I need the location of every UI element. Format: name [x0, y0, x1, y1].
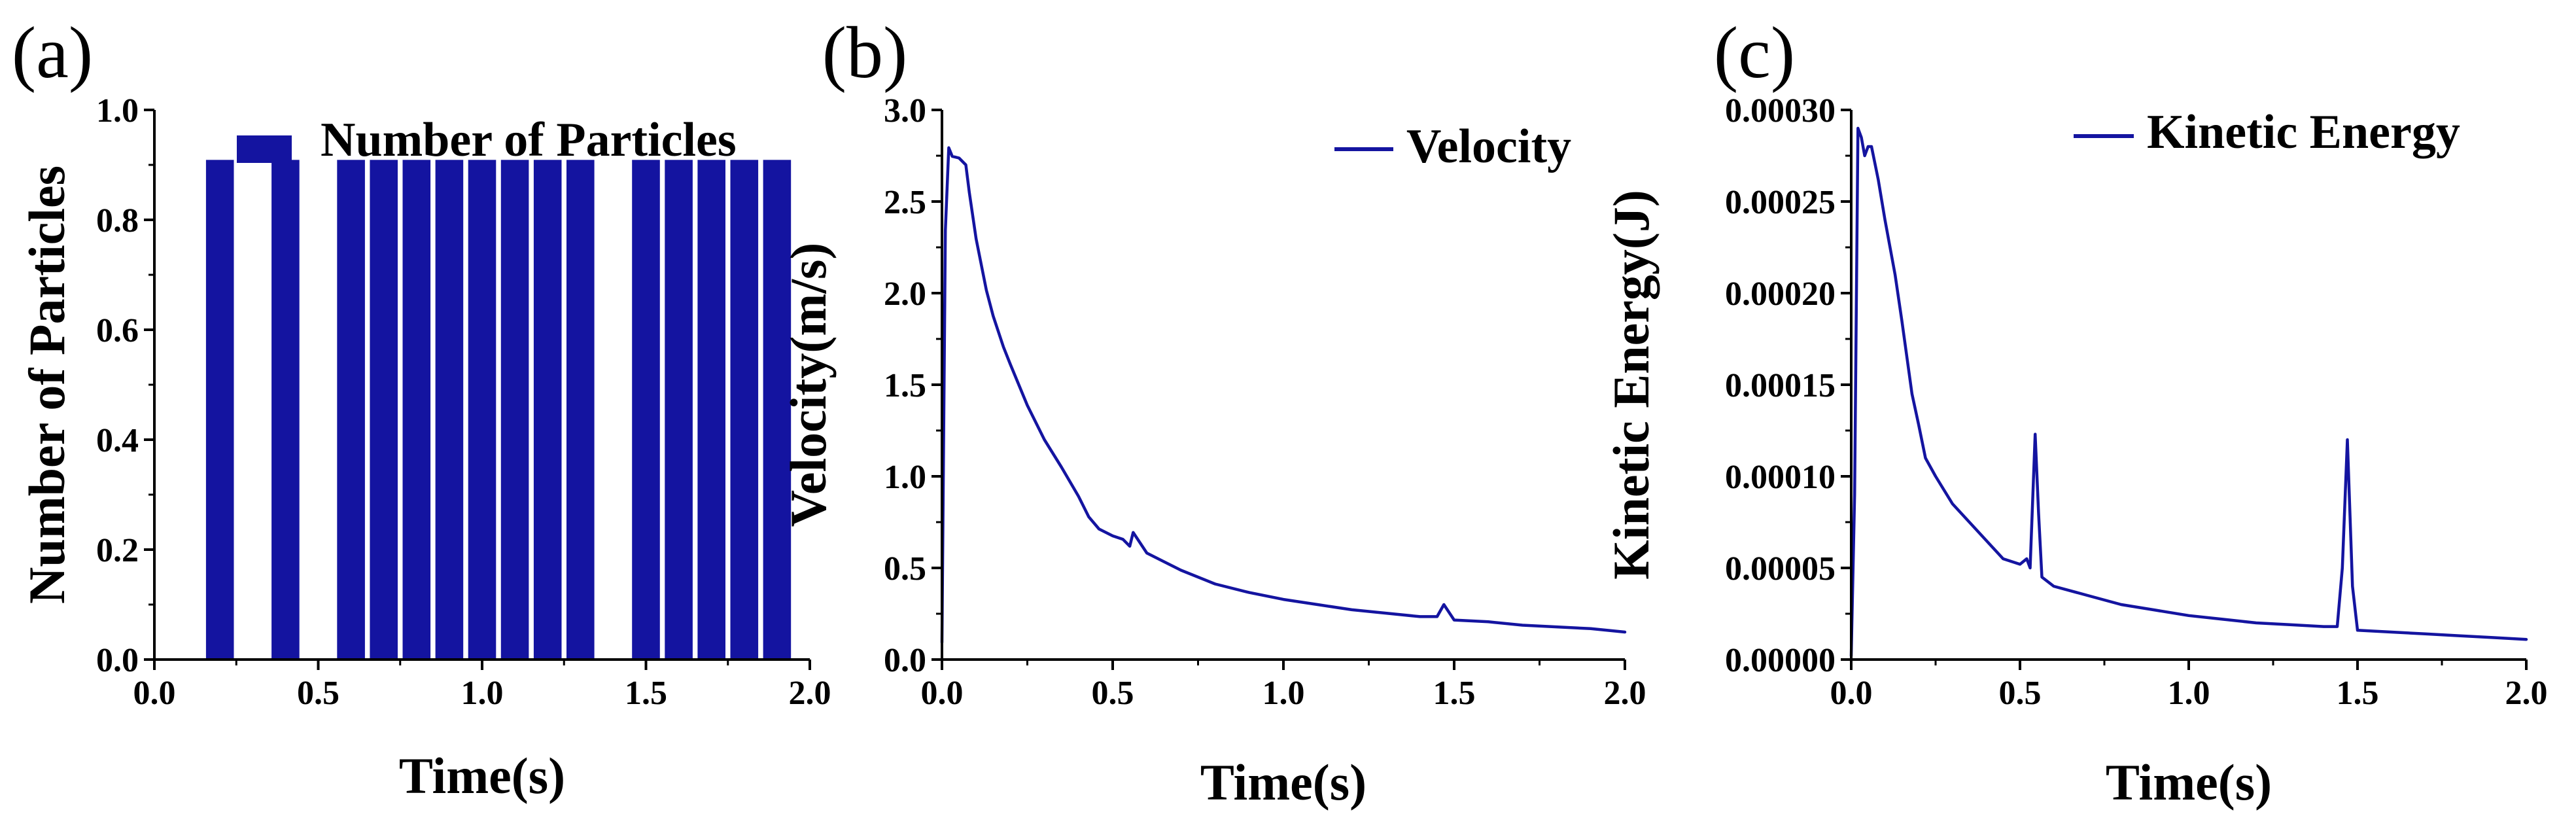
panel-c-x-tick-label-1: 0.5	[1999, 675, 2042, 712]
panel-b-y-tick-label-1: 0.5	[884, 550, 926, 588]
panel-a-bar-8	[533, 160, 562, 660]
panel-c-x-tick-label-2: 1.0	[2168, 675, 2210, 712]
panel-a-y-tick-label-3: 0.6	[96, 312, 139, 349]
panel-a-bar-6	[468, 160, 496, 660]
panel-b-y-tick-label-3: 1.5	[884, 367, 926, 404]
panel-b-x-tick-label-2: 1.0	[1262, 675, 1305, 712]
panel-c-y-tick-label-2: 0.00010	[1725, 459, 1836, 496]
panel-a-bar-1	[271, 160, 300, 660]
panel-b-y-axis-title: Velocity(m/s)	[780, 243, 837, 527]
panel-a-bar-5	[435, 160, 464, 660]
panel-a-bar-12	[697, 160, 725, 660]
panel-a-y-axis-title: Number of Particles	[18, 166, 75, 604]
panel-a-x-tick-label-1: 0.5	[297, 675, 339, 712]
panel-a-legend-label: Number of Particles	[321, 113, 737, 167]
panel-a-y-tick-label-1: 0.2	[96, 532, 139, 569]
panel-c-series-line-0	[1849, 126, 2528, 658]
panel-a-bar-2	[337, 160, 365, 660]
panel-c-legend-label: Kinetic Energy	[2147, 105, 2460, 159]
panel-c-x-tick-label-4: 2.0	[2505, 675, 2548, 712]
panel-a-y-tick-label-4: 0.8	[96, 202, 139, 239]
panel-b-x-tick-label-1: 0.5	[1092, 675, 1134, 712]
panel-a-y-tick-label-0: 0.0	[96, 642, 139, 679]
panel-a-bar-4	[402, 160, 431, 660]
panel-a-y-tick-label-2: 0.4	[96, 422, 139, 459]
panel-b-x-axis-title: Time(s)	[1200, 754, 1366, 811]
panel-b-x-tick-label-4: 2.0	[1604, 675, 1646, 712]
panel-c-y-tick-label-5: 0.00025	[1725, 184, 1836, 221]
panel-b-y-tick-label-4: 2.0	[884, 275, 926, 313]
panel-a-x-tick-label-0: 0.0	[133, 675, 176, 712]
panel-b-x-tick-label-3: 1.5	[1433, 675, 1476, 712]
panel-a-bar-3	[370, 160, 398, 660]
panel-c-y-tick-label-6: 0.00030	[1725, 92, 1836, 130]
panel-b-y-tick-label-6: 3.0	[884, 92, 926, 130]
panel-c-y-tick-label-0: 0.00000	[1725, 642, 1836, 679]
panel-a-bar-11	[665, 160, 693, 660]
panel-c-y-tick-label-3: 0.00015	[1725, 367, 1836, 404]
panel-b-label: (b)	[822, 12, 908, 94]
panel-b-x-tick-label-0: 0.0	[921, 675, 964, 712]
panel-b-series-line-0	[940, 146, 1627, 644]
panel-a-x-tick-label-3: 1.5	[625, 675, 667, 712]
panel-a-x-tick-label-4: 2.0	[789, 675, 831, 712]
panel-a-y-tick-label-5: 1.0	[96, 92, 139, 130]
panel-c-x-axis-title: Time(s)	[2106, 754, 2272, 811]
panel-a-bar-0	[205, 160, 234, 660]
panel-c-y-tick-label-1: 0.00005	[1725, 550, 1836, 588]
panel-c-y-tick-label-4: 0.00020	[1725, 275, 1836, 313]
panel-b-legend-label: Velocity	[1406, 120, 1571, 173]
panel-a-bar-14	[763, 160, 792, 660]
panel-a-x-axis-title: Time(s)	[399, 747, 565, 804]
panel-a-bar-10	[632, 160, 660, 660]
panel-a-legend-swatch	[237, 135, 292, 163]
panel-b-y-tick-label-5: 2.5	[884, 184, 926, 221]
panel-a-bar-7	[500, 160, 529, 660]
panel-a-bar-9	[566, 160, 595, 660]
panel-a-bar-13	[730, 160, 759, 660]
panel-b-y-tick-label-0: 0.0	[884, 642, 926, 679]
panel-a-label: (a)	[12, 12, 93, 94]
panel-b-y-tick-label-2: 1.0	[884, 459, 926, 496]
panel-c-y-axis-title: Kinetic Energy(J)	[1603, 190, 1660, 580]
panel-c-label: (c)	[1714, 12, 1795, 94]
panel-a-x-tick-label-2: 1.0	[461, 675, 504, 712]
panel-c-x-tick-label-0: 0.0	[1830, 675, 1873, 712]
panel-c-x-tick-label-3: 1.5	[2337, 675, 2379, 712]
